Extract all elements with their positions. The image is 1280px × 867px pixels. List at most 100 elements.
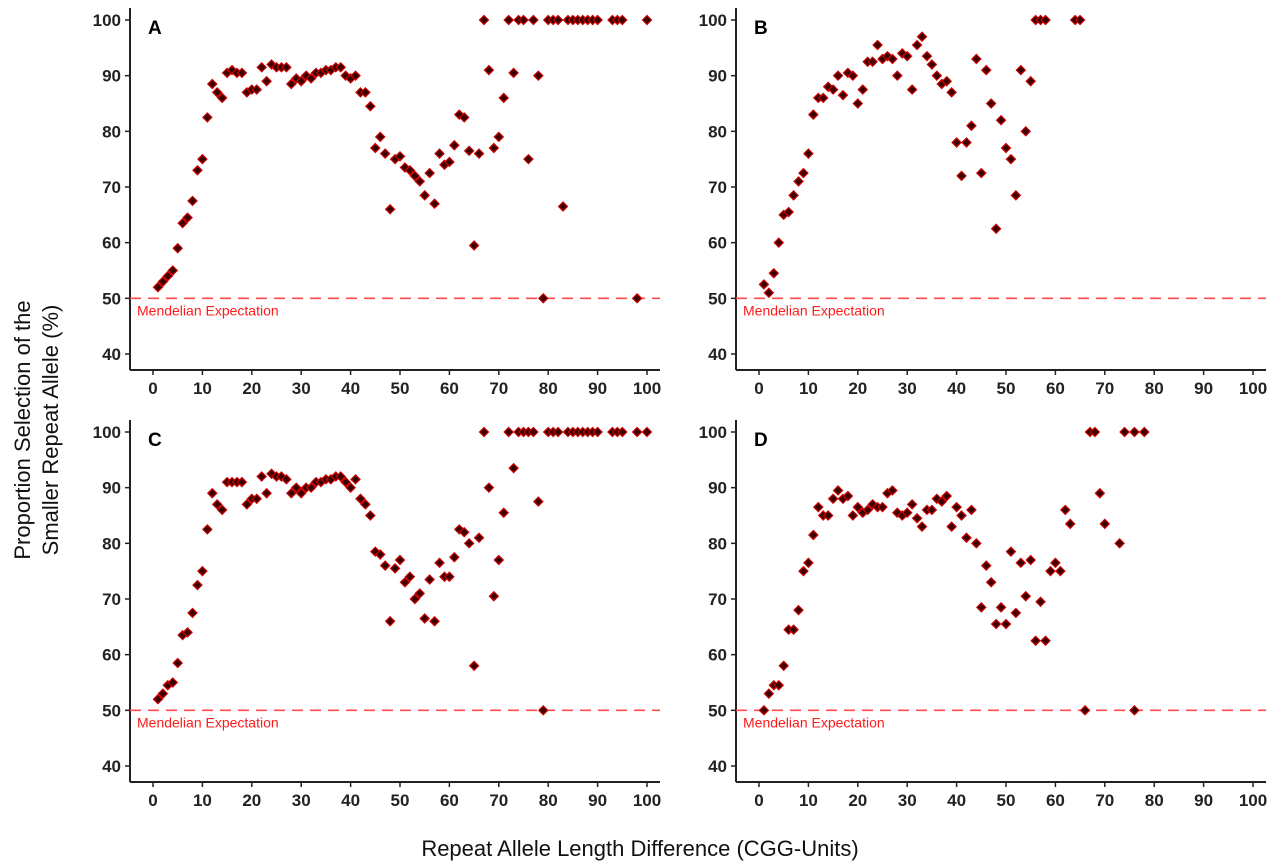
y-tick-label: 100 [93, 423, 121, 442]
data-point [473, 532, 485, 544]
y-tick-label: 90 [708, 67, 727, 86]
data-point [1040, 14, 1051, 26]
data-point [360, 499, 371, 510]
panel-a: 40 50 60 70 80 90 100 0 10 20 30 40 50 60 70 80 90 100 Men… [93, 8, 661, 398]
x-tick-label: 0 [754, 791, 763, 810]
y-tick-label: 90 [102, 479, 121, 498]
y-axis-title-line-1: Proportion Selection of the [10, 300, 35, 559]
data-point [404, 571, 416, 583]
data-point [980, 560, 992, 571]
y-tick-label: 60 [102, 234, 121, 253]
data-point [355, 493, 366, 505]
data-point [478, 426, 490, 438]
x-tick-label: 30 [292, 791, 311, 810]
data-point [518, 14, 529, 26]
y-tick-label: 60 [708, 234, 727, 253]
data-point [508, 462, 519, 474]
data-point [419, 613, 431, 624]
data-point [256, 61, 268, 73]
data-point [1015, 64, 1027, 76]
data-point [872, 39, 883, 51]
data-point [360, 87, 371, 98]
data-point [424, 167, 435, 179]
data-point [182, 627, 193, 638]
data-point [1129, 704, 1140, 716]
x-tick-label: 100 [633, 791, 661, 810]
data-point [414, 588, 426, 599]
data-point [827, 84, 839, 95]
panel-c: 40 50 60 70 80 90 100 0 10 20 30 40 50 60 70 80 90 100 Men… [93, 420, 661, 810]
data-point [1114, 537, 1125, 549]
data-point [167, 265, 179, 276]
data-point [906, 84, 918, 95]
data-point [788, 624, 799, 635]
data-point [1025, 75, 1037, 87]
data-point [616, 426, 628, 438]
data-point [389, 563, 401, 574]
data-point [384, 615, 396, 627]
data-point [1025, 554, 1037, 566]
data-point [285, 487, 297, 499]
data-point [926, 504, 938, 516]
data-point [901, 50, 913, 62]
x-tick-label: 80 [539, 791, 558, 810]
data-point [172, 657, 184, 669]
data-point [532, 496, 544, 507]
data-point [557, 201, 569, 212]
data-point [365, 510, 376, 521]
data-point [985, 576, 997, 588]
data-point [966, 120, 977, 132]
data-point [773, 237, 785, 249]
data-point [857, 84, 869, 95]
data-point [1079, 704, 1091, 716]
data-point [1138, 426, 1150, 438]
data-point [980, 64, 992, 76]
x-tick-label: 10 [799, 379, 818, 398]
data-point [251, 84, 263, 95]
x-tick-label: 90 [1194, 379, 1213, 398]
data-point [803, 557, 814, 569]
data-point [503, 426, 515, 438]
data-point [1015, 557, 1027, 569]
data-point [434, 148, 445, 159]
data-point [404, 164, 416, 176]
data-point [177, 217, 188, 229]
data-point [552, 426, 564, 438]
data-point [971, 53, 982, 65]
data-point [1030, 635, 1041, 647]
data-point [832, 485, 844, 496]
data-point [807, 109, 819, 120]
data-point [911, 512, 923, 524]
mendelian-reference-label: Mendelian Expectation [743, 714, 885, 730]
data-point [1005, 153, 1017, 165]
data-point [971, 537, 982, 549]
data-point [523, 153, 534, 165]
data-point [197, 565, 208, 577]
data-point [463, 537, 475, 549]
data-point [926, 59, 938, 70]
data-point [951, 137, 962, 148]
data-point [463, 145, 475, 157]
data-point [335, 471, 347, 482]
data-point [827, 493, 839, 505]
x-tick-label: 70 [1095, 791, 1114, 810]
x-tick-label: 50 [997, 791, 1016, 810]
y-tick-label: 70 [102, 590, 121, 609]
data-point [434, 557, 445, 569]
data-point [350, 473, 361, 485]
data-point [961, 137, 972, 148]
data-point [493, 554, 505, 566]
data-point [419, 190, 431, 201]
data-point [236, 67, 248, 79]
data-point [1020, 125, 1032, 137]
data-point [528, 14, 539, 26]
data-point [483, 482, 495, 494]
data-point [1005, 546, 1017, 558]
y-tick-label: 50 [102, 701, 121, 720]
panel-label: D [754, 430, 768, 451]
data-point [187, 195, 198, 207]
data-point [379, 560, 391, 571]
y-tick-label: 80 [708, 122, 727, 141]
data-point [157, 688, 169, 699]
